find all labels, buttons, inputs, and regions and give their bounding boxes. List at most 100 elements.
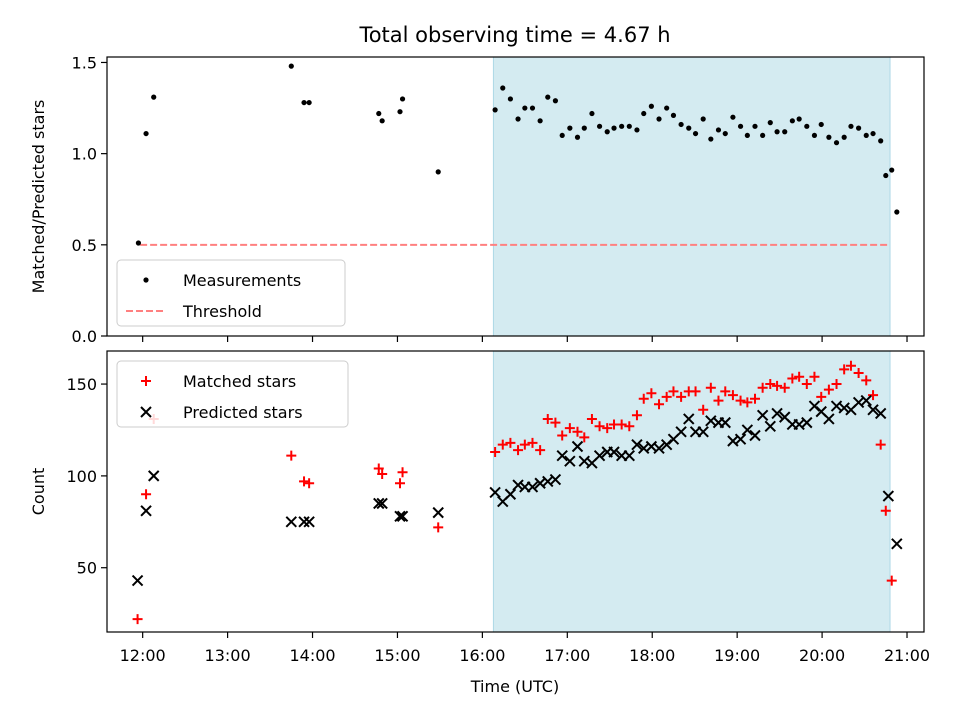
data-point: [298, 516, 310, 528]
data-point: [741, 424, 754, 436]
data-point: [507, 96, 514, 102]
x-tick-label: 13:00: [205, 646, 251, 665]
data-point: [394, 478, 405, 489]
data-point: [596, 123, 603, 129]
legend-label: Matched stars: [183, 372, 296, 391]
data-point: [574, 134, 581, 140]
data-point: [708, 136, 714, 142]
data-point: [500, 85, 506, 91]
observing-window-band: [492, 350, 891, 633]
data-point: [874, 407, 887, 420]
data-point: [512, 479, 524, 491]
data-point: [796, 116, 802, 122]
data-point: [646, 388, 657, 399]
data-point: [648, 103, 654, 109]
data-point: [638, 393, 649, 404]
data-point: [515, 116, 521, 122]
plot-frame: [106, 56, 925, 337]
data-point: [135, 240, 142, 246]
data-point: [811, 132, 818, 139]
chart-title: Total observing time = 4.67 h: [358, 23, 670, 47]
x-tick-label: 21:00: [884, 646, 930, 665]
data-point: [705, 382, 716, 393]
data-point: [559, 132, 565, 139]
data-point: [303, 516, 315, 528]
data-point: [744, 132, 750, 139]
y-tick-label: 150: [66, 375, 97, 394]
data-point: [604, 129, 610, 135]
x-tick-label: 18:00: [629, 646, 675, 665]
data-point: [624, 421, 635, 432]
data-point: [782, 129, 788, 135]
data-point: [623, 449, 636, 462]
data-point: [579, 432, 590, 443]
legend-marker: [140, 406, 152, 418]
data-point: [727, 390, 738, 401]
data-point: [504, 488, 517, 500]
data-point: [396, 510, 409, 523]
data-point: [823, 413, 835, 425]
data-point: [867, 404, 879, 416]
data-point: [529, 105, 536, 111]
data-point: [552, 98, 559, 104]
observing-window-band: [492, 56, 891, 337]
data-point: [838, 402, 850, 414]
data-point: [722, 130, 728, 137]
data-point: [619, 123, 625, 129]
y-axis-title: Matched/Predicted stars: [29, 100, 48, 294]
data-point: [505, 437, 516, 448]
data-point: [589, 110, 595, 117]
y-tick-label: 0.5: [72, 236, 97, 255]
data-point: [861, 375, 872, 386]
data-point: [131, 574, 144, 587]
data-point: [594, 421, 605, 432]
data-point: [774, 129, 780, 135]
legend-label: Threshold: [182, 302, 262, 321]
data-point: [564, 423, 575, 434]
data-point: [848, 123, 854, 129]
data-point: [882, 490, 895, 502]
data-point: [845, 360, 856, 371]
data-point: [626, 123, 632, 129]
data-point: [749, 393, 760, 404]
y-tick-label: 0.0: [72, 327, 97, 346]
data-point: [692, 130, 699, 137]
data-point: [608, 446, 620, 458]
data-point: [675, 426, 687, 438]
data-point: [804, 123, 810, 129]
x-tick-label: 14:00: [289, 646, 335, 665]
panel-ratio: 0.0 0.5 1.0 1.5 Matched/Predicted stars Measu…: [29, 53, 925, 346]
data-point: [490, 447, 501, 458]
data-point: [678, 121, 684, 128]
data-point: [737, 123, 744, 129]
legend-box: [116, 259, 346, 327]
data-point: [787, 373, 798, 384]
data-point: [550, 417, 561, 428]
data-point: [735, 395, 746, 406]
data-point: [794, 371, 805, 382]
data-point: [143, 130, 149, 137]
data-point: [492, 107, 498, 113]
data-point: [376, 110, 382, 117]
data-point: [698, 404, 709, 415]
data-point: [760, 132, 766, 139]
y-tick-label: 100: [66, 467, 97, 486]
data-point: [826, 134, 832, 140]
data-point: [868, 390, 879, 401]
data-point: [641, 110, 647, 117]
data-point: [749, 429, 761, 442]
data-point: [863, 132, 869, 139]
data-point: [833, 140, 840, 146]
data-point: [818, 121, 824, 128]
legend-box: [116, 360, 349, 428]
data-point: [394, 510, 406, 523]
data-point: [542, 413, 553, 424]
data-point: [670, 112, 677, 118]
data-point: [757, 382, 768, 393]
data-point: [789, 118, 795, 124]
data-point: [151, 94, 157, 100]
data-point: [664, 105, 670, 111]
data-point: [288, 63, 294, 69]
data-point: [519, 439, 530, 450]
